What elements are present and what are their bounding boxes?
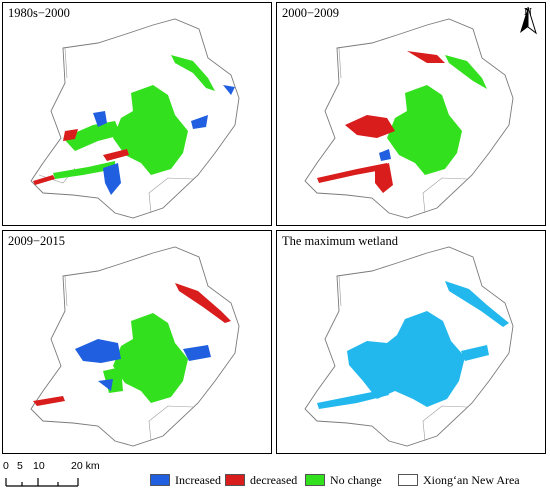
map-panel-2000-2009: 2000−2009 N bbox=[276, 2, 546, 226]
scale-tick-label: 20 km bbox=[71, 460, 100, 472]
map-panel-1980s-2000: 1980s−2000 bbox=[2, 2, 272, 226]
panel-title: 1980s−2000 bbox=[7, 6, 71, 20]
decreased-areas bbox=[33, 129, 129, 185]
legend-label: Xiong‘an New Area bbox=[423, 472, 520, 487]
map-maximum-wetland bbox=[304, 246, 514, 447]
map-2009-2015 bbox=[30, 246, 240, 447]
map-2000-2009 bbox=[304, 18, 514, 219]
legend-item-no-change: No change bbox=[305, 471, 382, 489]
decreased-areas bbox=[317, 51, 445, 193]
scale-tick-label: 5 bbox=[17, 460, 23, 472]
panel-title: 2000−2009 bbox=[281, 6, 341, 20]
legend-swatch bbox=[225, 474, 245, 486]
map-1980s-2000 bbox=[30, 18, 240, 219]
decreased-areas bbox=[33, 283, 231, 406]
legend-item-decreased: decreased bbox=[225, 471, 297, 489]
legend-swatch bbox=[305, 474, 325, 486]
map-panel-maximum-wetland: The maximum wetland bbox=[276, 230, 546, 454]
maximum-wetland-area bbox=[317, 281, 509, 409]
north-arrow: N bbox=[517, 7, 539, 47]
increased-areas bbox=[93, 85, 235, 195]
panel-title: 2009−2015 bbox=[7, 234, 67, 248]
increased-areas bbox=[379, 149, 391, 161]
scale-tick-label: 10 bbox=[33, 460, 45, 472]
legend-label: Increased bbox=[175, 472, 221, 487]
legend-swatch bbox=[398, 474, 418, 486]
panel-title: The maximum wetland bbox=[281, 234, 399, 248]
legend-label: decreased bbox=[250, 472, 298, 487]
scale-tick-label: 0 bbox=[3, 460, 9, 472]
scale-bar-line bbox=[5, 478, 79, 487]
no-change-areas bbox=[387, 55, 487, 175]
scale-bar: 0 5 10 20 km bbox=[3, 460, 123, 490]
increased-areas bbox=[75, 339, 211, 391]
legend-swatch bbox=[150, 474, 170, 486]
map-panel-2009-2015: 2009−2015 bbox=[2, 230, 272, 454]
legend-label: No change bbox=[330, 472, 382, 487]
legend-item-xiongan-new-area: Xiong‘an New Area bbox=[398, 471, 520, 489]
legend-item-increased: Increased bbox=[150, 471, 221, 489]
no-change-areas bbox=[53, 55, 215, 179]
north-arrow-icon bbox=[520, 7, 537, 35]
